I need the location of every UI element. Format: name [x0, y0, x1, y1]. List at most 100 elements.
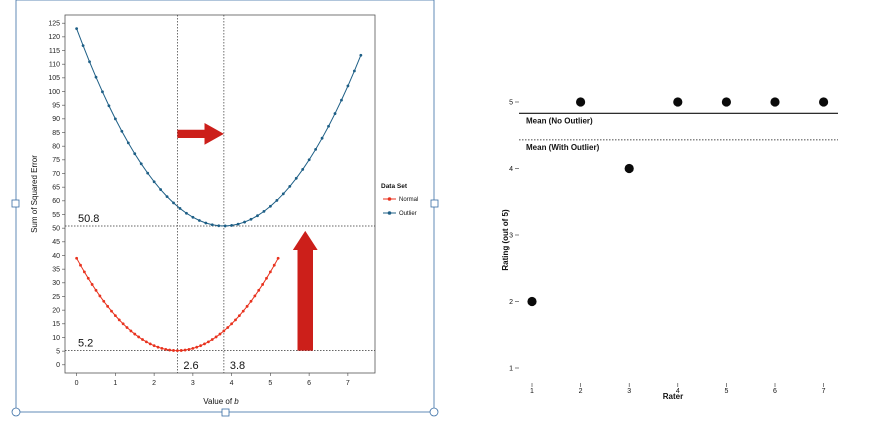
up-arrow: [292, 230, 318, 351]
x-axis-label: Rater: [663, 392, 683, 401]
y-tick-label: 90: [52, 116, 60, 123]
reference-lines: [65, 15, 375, 373]
data-point-normal: [113, 314, 117, 318]
annotation-label: 5.2: [78, 338, 93, 350]
data-point-normal: [102, 299, 106, 303]
data-point-outlier: [256, 214, 259, 218]
x-tick-label: 0: [75, 380, 79, 387]
data-point-normal: [175, 349, 179, 352]
rating-point: [721, 97, 732, 107]
data-point-normal: [75, 256, 79, 260]
y-tick-label: 125: [48, 20, 60, 27]
data-point-outlier: [288, 185, 292, 188]
data-point-outlier: [314, 147, 318, 151]
y-tick-label: 50: [52, 225, 60, 232]
data-point-outlier: [165, 195, 169, 198]
data-point-normal: [160, 347, 164, 350]
data-point-normal: [156, 345, 160, 349]
rating-point: [770, 97, 780, 107]
x-tick-label: 2: [152, 380, 156, 387]
y-tick-label: 2: [509, 299, 513, 306]
x-tick-label: 4: [676, 388, 680, 395]
right-arrow: [177, 122, 224, 145]
y-tick-label: 115: [49, 48, 60, 55]
data-point-outlier: [352, 69, 356, 73]
data-point-outlier: [333, 112, 337, 115]
data-point-normal: [141, 338, 144, 341]
data-point-outlier: [197, 219, 201, 222]
points-layer: [527, 97, 829, 307]
data-point-normal: [265, 276, 268, 280]
y-tick-label: 10: [52, 335, 60, 342]
legend: Data Set Normal Outlier: [381, 183, 418, 217]
y-tick-label: 1: [509, 366, 513, 373]
y-tick-label: 4: [509, 166, 513, 173]
data-point-normal: [144, 340, 148, 344]
y-tick-label: 105: [48, 75, 60, 82]
data-point-outlier: [346, 84, 350, 88]
x-axis-label: Value of b: [203, 397, 239, 406]
data-point-outlier: [107, 104, 111, 108]
resize-handle[interactable]: [430, 199, 439, 208]
x-tick-label: 4: [230, 380, 234, 387]
plot-panel: [64, 14, 376, 374]
y-tick-label: 15: [52, 321, 60, 328]
data-point-normal: [257, 288, 261, 292]
resize-handle[interactable]: [221, 408, 230, 417]
data-point-outlier: [230, 224, 234, 227]
data-point-outlier: [340, 98, 343, 102]
data-point-outlier: [113, 117, 117, 121]
data-point-normal: [168, 348, 172, 352]
data-point-outlier: [172, 201, 175, 205]
y-tick-label: 110: [49, 61, 60, 68]
rating-point: [673, 97, 683, 107]
data-point-normal: [206, 340, 210, 344]
y-tick-label: 75: [52, 157, 60, 164]
data-point-outlier: [262, 209, 266, 213]
data-point-outlier: [204, 221, 208, 225]
y-tick-label: 25: [52, 294, 60, 301]
y-tick-label: 40: [52, 253, 60, 260]
data-point-normal: [272, 263, 276, 267]
data-point-normal: [125, 326, 129, 329]
y-tick-label: 5: [56, 348, 60, 355]
data-point-normal: [245, 304, 249, 308]
data-point-outlier: [146, 171, 150, 175]
data-point-normal: [133, 332, 137, 336]
mean-line-label: Mean (With Outlier): [526, 143, 600, 152]
selection-frame[interactable]: [11, 0, 439, 417]
data-point-outlier: [88, 60, 91, 64]
data-point-normal: [237, 314, 241, 318]
data-point-normal: [230, 322, 234, 326]
y-axis-label: Sum of Squared Error: [30, 155, 39, 233]
resize-handle[interactable]: [11, 407, 21, 417]
resize-handle[interactable]: [429, 407, 439, 417]
y-tick-label: 120: [48, 34, 60, 41]
resize-handle[interactable]: [11, 199, 20, 208]
data-point-outlier: [126, 141, 130, 145]
data-point-normal: [106, 304, 110, 308]
data-point-outlier: [185, 211, 188, 215]
y-tick-label: 80: [52, 143, 60, 150]
data-point-normal: [148, 342, 152, 346]
data-point-normal: [187, 347, 191, 351]
x-tick-label: 6: [307, 380, 311, 387]
data-point-outlier: [223, 224, 227, 228]
rating-point: [624, 163, 634, 174]
data-point-normal: [94, 288, 98, 292]
y-tick-label: 60: [52, 198, 60, 205]
data-point-outlier: [243, 220, 246, 224]
data-point-outlier: [320, 136, 324, 140]
x-tick-label: 1: [530, 388, 534, 395]
data-point-normal: [218, 332, 222, 336]
data-point-outlier: [101, 90, 104, 94]
y-tick-label: 5: [509, 100, 513, 107]
x-tick-label: 3: [191, 380, 195, 387]
data-point-outlier: [133, 152, 137, 156]
data-point-normal: [82, 270, 86, 274]
y-axis-label: Rating (out of 5): [501, 209, 510, 271]
data-point-outlier: [281, 192, 285, 196]
data-point-normal: [172, 349, 175, 352]
rating-chart: Mean (No Outlier) Mean (With Outlier) 1 2 3…: [501, 97, 838, 401]
y-tick-label: 65: [52, 184, 60, 191]
